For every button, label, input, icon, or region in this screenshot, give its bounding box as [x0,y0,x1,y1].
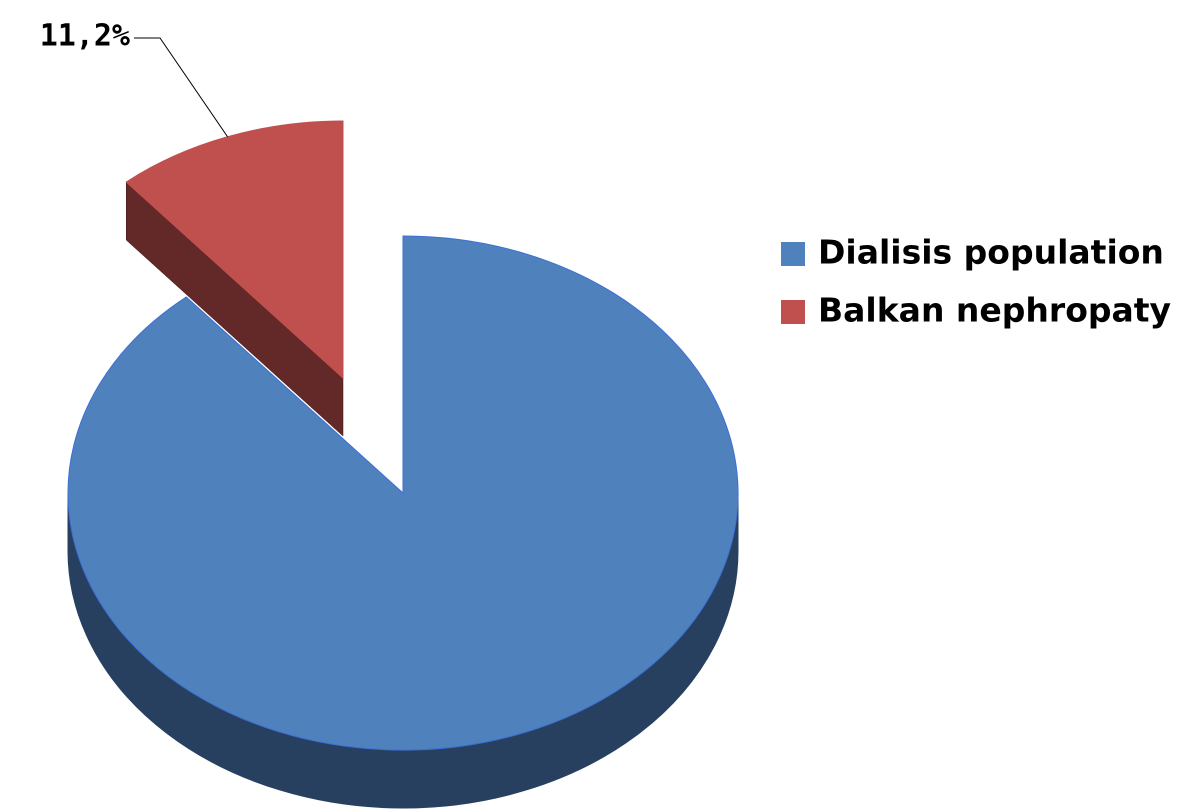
slice [67,235,739,751]
leader-line [134,37,228,138]
legend-swatch [781,300,805,324]
legend-swatch [781,242,805,266]
legend-label: Balkan nephropaty [818,291,1171,330]
legend-label: Dialisis population [818,233,1164,272]
data-label: 11,2% [40,19,130,54]
